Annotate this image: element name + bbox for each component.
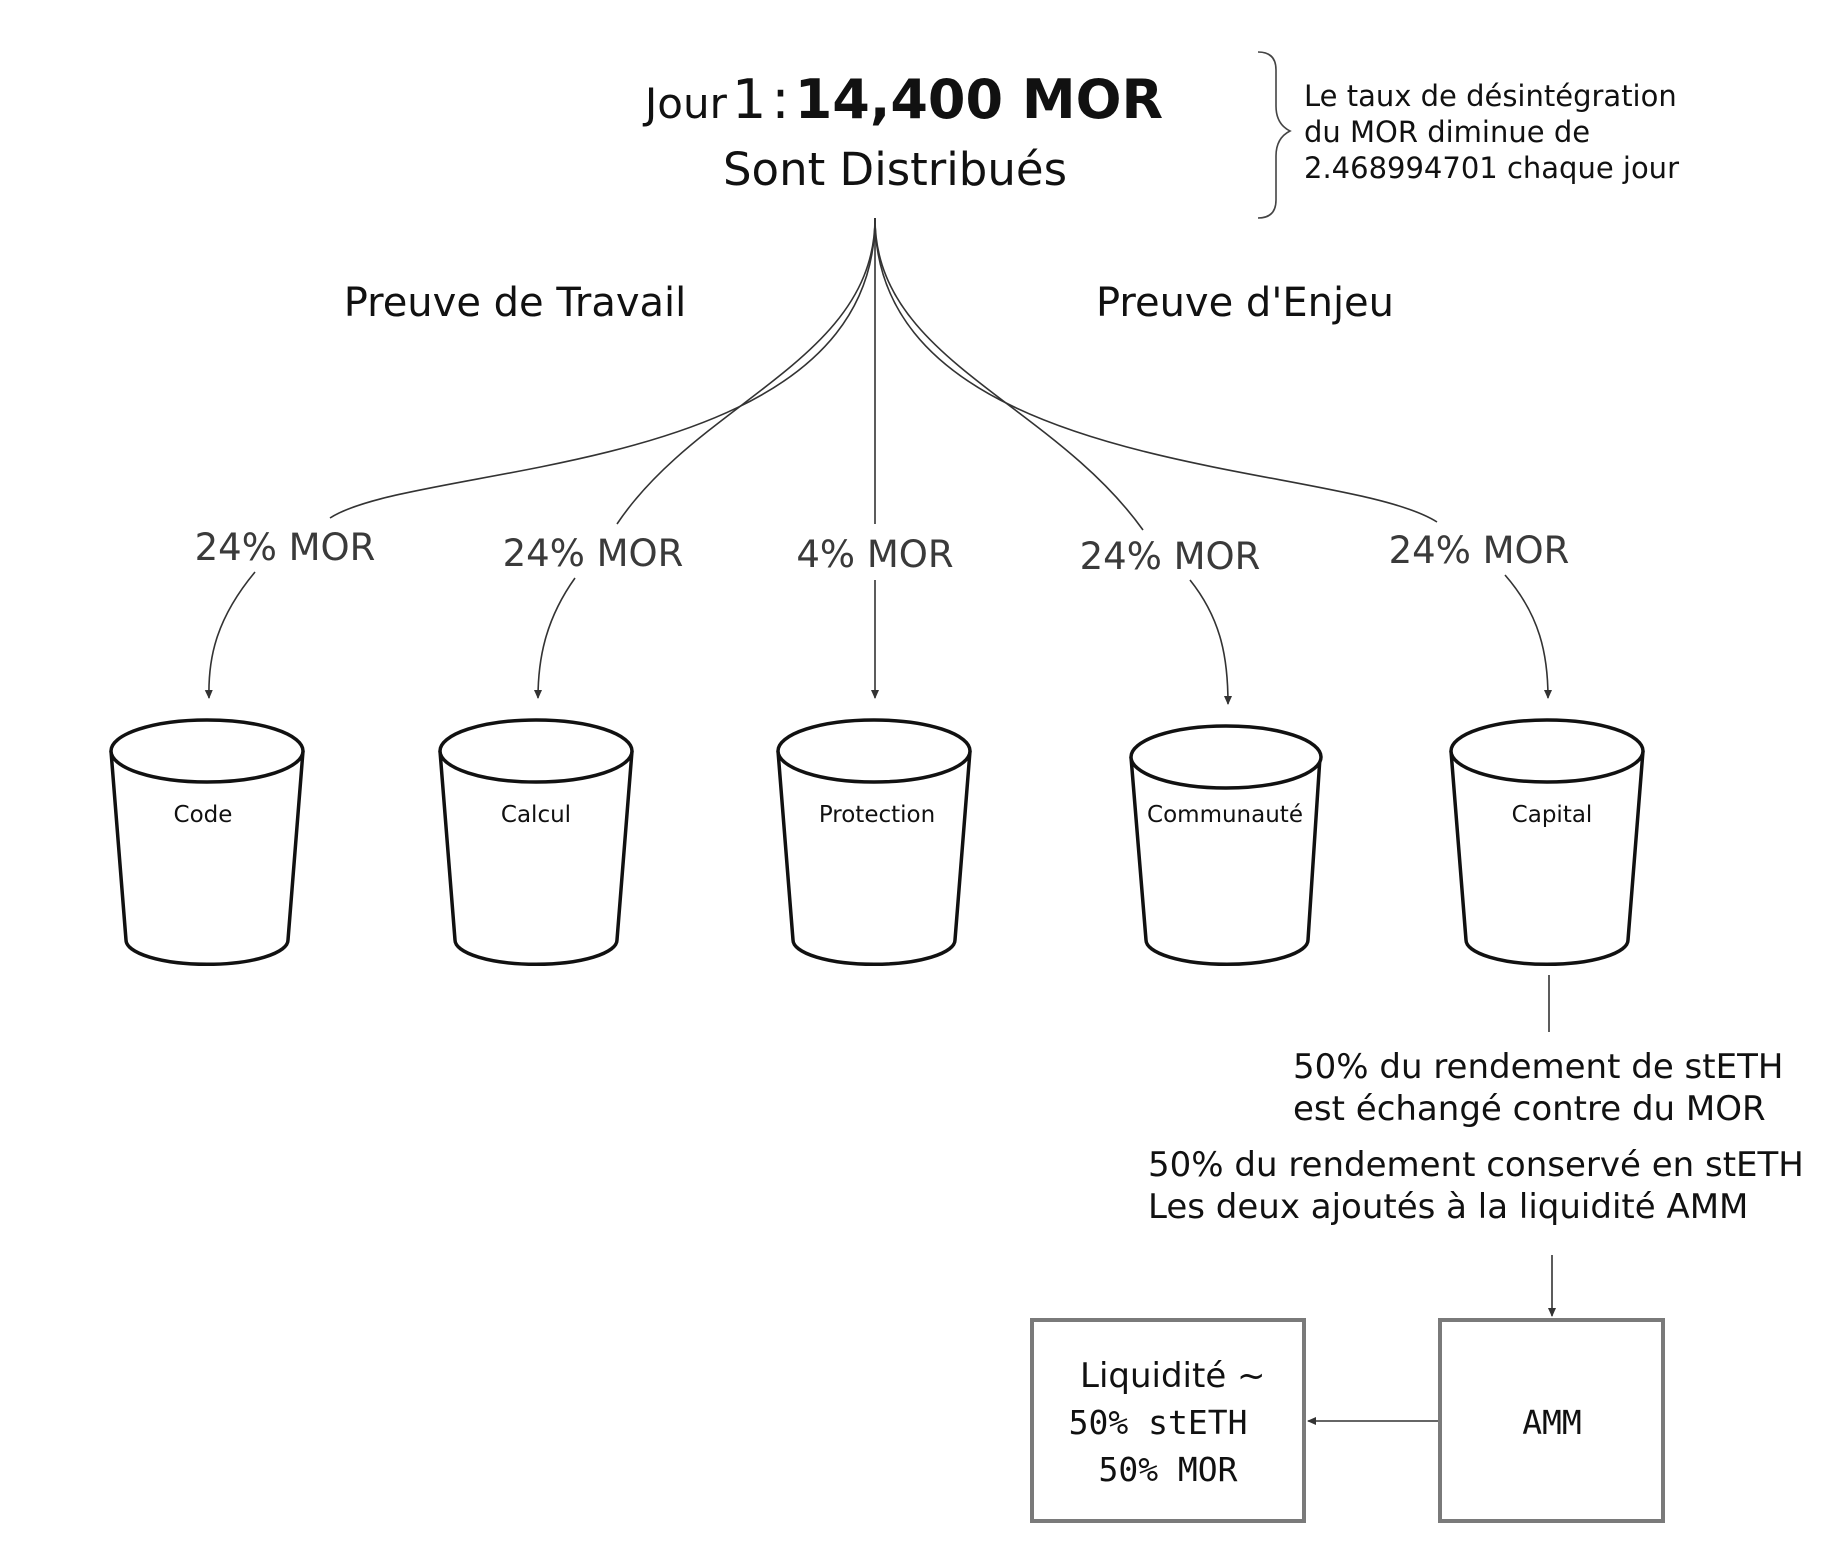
liquidity-box — [1030, 1318, 1306, 1523]
swap-note: 50% du rendement de stETH est échangé co… — [1293, 1047, 1794, 1129]
day-heading: Jour 1 : 14,400 MOR — [642, 68, 1163, 131]
bucket-rim — [1449, 718, 1645, 784]
bucket-label-capital: Capital — [1512, 802, 1593, 828]
decay-note: Le taux de désintégration du MOR diminue… — [1304, 79, 1686, 185]
share-label-calcul: 24% MOR — [503, 532, 684, 575]
amm-label: AMM — [1522, 1403, 1582, 1442]
bucket-rim — [1129, 724, 1323, 790]
arrow-to-code — [204, 571, 256, 699]
daily-amount: 14,400 MOR — [795, 68, 1163, 131]
day-colon: : — [771, 68, 789, 131]
share-label-capital: 24% MOR — [1389, 529, 1570, 572]
bucket-rim — [438, 718, 634, 784]
bucket-rim — [776, 718, 972, 784]
day-prefix: Jour — [642, 79, 728, 128]
bucket-label-communaute: Communauté — [1147, 802, 1303, 828]
liquidity-line: 50% MOR — [1098, 1450, 1237, 1489]
bucket-protection — [776, 718, 972, 967]
swap-note-line: est échangé contre du MOR — [1293, 1089, 1766, 1129]
keep-note-line: Les deux ajoutés à la liquidité AMM — [1148, 1187, 1748, 1227]
brace-icon — [1257, 51, 1292, 219]
line-to-calcul — [616, 217, 876, 525]
proof-of-stake-heading: Preuve d'Enjeu — [1096, 280, 1394, 326]
bucket-arrows — [204, 571, 1552, 705]
bucket-body — [776, 750, 972, 967]
arrow-to-communaute — [1189, 579, 1232, 705]
share-label-communaute: 24% MOR — [1080, 535, 1261, 578]
arrow-to-capital — [1504, 574, 1552, 699]
amm-box — [1438, 1318, 1665, 1523]
swap-note-line: 50% du rendement de stETH — [1293, 1047, 1783, 1087]
keep-note-line: 50% du rendement conservé en stETH — [1148, 1145, 1804, 1185]
bucket-calcul — [438, 718, 634, 967]
day-number: 1 — [732, 68, 766, 131]
share-label-protection: 4% MOR — [796, 533, 953, 576]
bucket-label-code: Code — [174, 802, 233, 828]
bucket-capital — [1449, 718, 1645, 967]
decay-note-line: du MOR diminue de — [1304, 115, 1590, 149]
bucket-label-calcul: Calcul — [501, 802, 571, 828]
bucket-body — [1129, 756, 1322, 967]
distribution-lines — [329, 217, 1438, 531]
liquidity-line: 50% stETH — [1069, 1403, 1248, 1442]
bucket-label-protection: Protection — [819, 802, 935, 828]
proof-of-work-heading: Preuve de Travail — [344, 280, 687, 326]
bucket-body — [1449, 750, 1645, 967]
decay-note-line: 2.468994701 chaque jour — [1304, 151, 1679, 185]
keep-note: 50% du rendement conservé en stETH Les d… — [1148, 1145, 1815, 1227]
share-label-code: 24% MOR — [195, 526, 376, 569]
bucket-code — [109, 718, 305, 967]
line-to-code — [329, 217, 876, 519]
bucket-body — [438, 750, 634, 967]
line-to-communaute — [874, 217, 1144, 531]
line-to-capital — [874, 217, 1438, 523]
bucket-rim — [109, 718, 305, 784]
liquidity-composition: 50% stETH 50% MOR — [1069, 1403, 1268, 1489]
distributed-subtitle: Sont Distribués — [723, 143, 1067, 196]
decay-note-line: Le taux de désintégration — [1304, 79, 1677, 113]
bucket-body — [109, 750, 305, 967]
liquidity-title: Liquidité ~ — [1080, 1356, 1266, 1396]
arrow-to-calcul — [534, 577, 576, 699]
bucket-communaute — [1129, 724, 1323, 967]
